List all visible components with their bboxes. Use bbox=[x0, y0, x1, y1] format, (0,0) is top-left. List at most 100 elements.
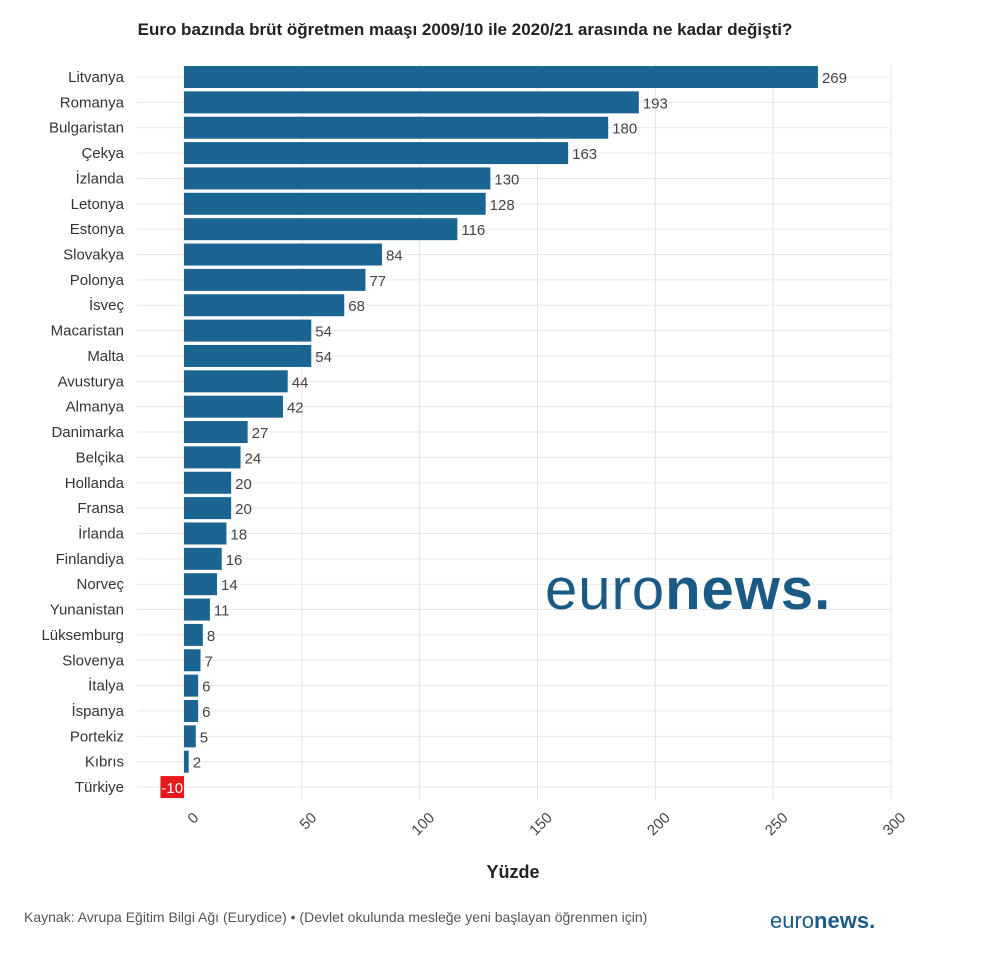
bar-Portekiz bbox=[184, 725, 196, 748]
x-axis-ticks: 0 50 100 150 200 250 300 bbox=[184, 809, 909, 839]
category-label: Bulgaristan bbox=[49, 120, 124, 137]
category-label: Kıbrıs bbox=[85, 754, 124, 771]
category-label: İzlanda bbox=[76, 169, 125, 187]
value-label: 8 bbox=[207, 628, 215, 645]
category-label: Belçika bbox=[76, 449, 125, 466]
category-label: Almanya bbox=[66, 399, 125, 416]
category-label: Letonya bbox=[71, 196, 125, 213]
value-label: 18 bbox=[230, 526, 247, 543]
category-label: Malta bbox=[87, 348, 124, 365]
value-label: 77 bbox=[369, 273, 386, 290]
value-label: 68 bbox=[348, 298, 365, 315]
bar-Lüksemburg bbox=[184, 623, 203, 646]
x-tick-label: 50 bbox=[296, 809, 320, 833]
category-label: Estonya bbox=[70, 221, 125, 238]
category-label: Slovenya bbox=[62, 652, 124, 669]
value-label: 7 bbox=[204, 653, 212, 670]
value-label: 27 bbox=[252, 425, 269, 442]
bar-Romanya bbox=[184, 91, 639, 114]
value-label: 54 bbox=[315, 349, 332, 366]
category-label: Fransa bbox=[77, 500, 124, 517]
value-label: 116 bbox=[461, 222, 485, 239]
value-label: 163 bbox=[572, 146, 597, 163]
x-tick-label: 200 bbox=[644, 809, 674, 839]
value-label: 20 bbox=[235, 476, 252, 493]
x-tick-label: 250 bbox=[762, 809, 792, 839]
bar-Fransa bbox=[184, 497, 232, 520]
category-label: Litvanya bbox=[68, 69, 125, 86]
value-label: 11 bbox=[214, 603, 230, 620]
value-label: 2 bbox=[193, 755, 201, 772]
bar-Polonya bbox=[184, 268, 366, 291]
x-tick-label: 0 bbox=[184, 809, 202, 827]
category-label: Hollanda bbox=[65, 475, 125, 492]
value-label: 54 bbox=[315, 324, 332, 341]
category-label: Finlandiya bbox=[56, 551, 125, 568]
category-label: Avusturya bbox=[58, 373, 125, 390]
x-axis-label: Yüzde bbox=[486, 862, 539, 882]
bar-Macaristan bbox=[184, 319, 312, 342]
bar-Kıbrıs bbox=[184, 750, 189, 773]
category-label: Romanya bbox=[60, 94, 125, 111]
category-label: Norveç bbox=[76, 576, 124, 593]
bar-Litvanya bbox=[184, 66, 818, 88]
bar-Türkiye bbox=[160, 776, 184, 799]
value-label: 269 bbox=[822, 70, 847, 87]
value-label: -10 bbox=[161, 780, 183, 797]
value-label: 44 bbox=[292, 374, 309, 391]
value-label: 180 bbox=[612, 121, 637, 138]
bar-Hollanda bbox=[184, 471, 232, 494]
value-label: 20 bbox=[235, 501, 252, 518]
bar-Bulgaristan bbox=[184, 116, 609, 139]
value-label: 6 bbox=[202, 679, 210, 696]
bar-İzlanda bbox=[184, 167, 491, 190]
bar-Slovakya bbox=[184, 243, 382, 266]
bar-Danimarka bbox=[184, 421, 248, 444]
category-label: İrlanda bbox=[78, 524, 125, 542]
category-label: Macaristan bbox=[51, 323, 124, 340]
bar-Malta bbox=[184, 344, 312, 367]
value-label: 24 bbox=[245, 450, 262, 467]
value-label: 5 bbox=[200, 729, 208, 746]
value-label: 130 bbox=[494, 171, 519, 188]
value-label: 84 bbox=[386, 248, 403, 265]
category-label: Türkiye bbox=[75, 779, 124, 796]
bar-Yunanistan bbox=[184, 598, 210, 621]
bar-Letonya bbox=[184, 192, 486, 215]
bar-Belçika bbox=[184, 446, 241, 469]
bar-Norveç bbox=[184, 573, 217, 596]
category-labels: Litvanya Romanya Bulgaristan Çekya İzlanda Le… bbox=[41, 69, 124, 796]
category-label: Lüksemburg bbox=[41, 627, 124, 644]
category-label: Danimarka bbox=[51, 424, 124, 441]
bar-İsveç bbox=[184, 294, 345, 317]
category-label: Slovakya bbox=[63, 247, 125, 264]
bar-chart: Litvanya Romanya Bulgaristan Çekya İzlanda Le… bbox=[41, 64, 909, 882]
value-label: 42 bbox=[287, 400, 304, 417]
bar-Çekya bbox=[184, 142, 569, 165]
x-tick-label: 100 bbox=[408, 809, 438, 839]
chart-title: Euro bazında brüt öğretmen maaşı 2009/10… bbox=[137, 20, 793, 39]
bar-İtalya bbox=[184, 674, 199, 697]
value-labels: 2691931801631301281168477685454444227242… bbox=[161, 70, 847, 797]
category-label: Yunanistan bbox=[50, 602, 124, 619]
category-label: İspanya bbox=[71, 702, 124, 720]
value-label: 16 bbox=[226, 552, 243, 569]
bar-Avusturya bbox=[184, 370, 288, 393]
bar-İspanya bbox=[184, 700, 199, 722]
category-label: İtalya bbox=[88, 677, 125, 695]
bar-Estonya bbox=[184, 218, 458, 241]
value-label: 14 bbox=[221, 577, 238, 594]
category-label: Çekya bbox=[81, 145, 124, 162]
euronews-logo: euronews. bbox=[770, 908, 876, 933]
category-label: Polonya bbox=[70, 272, 125, 289]
x-tick-label: 300 bbox=[880, 809, 910, 839]
bars bbox=[160, 66, 818, 799]
bar-Almanya bbox=[184, 395, 283, 418]
x-tick-label: 150 bbox=[526, 809, 556, 839]
category-label: İsveç bbox=[89, 296, 125, 314]
bar-İrlanda bbox=[184, 522, 227, 545]
value-label: 193 bbox=[643, 95, 668, 112]
source-note: Kaynak: Avrupa Eğitim Bilgi Ağı (Eurydic… bbox=[24, 909, 648, 925]
euronews-watermark-logo: euronews. bbox=[545, 557, 832, 622]
bar-Finlandiya bbox=[184, 547, 222, 570]
